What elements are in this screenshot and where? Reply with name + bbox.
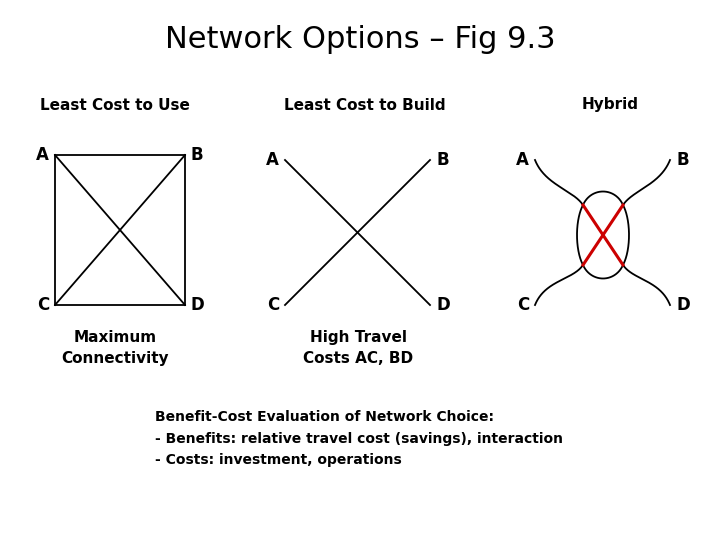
Text: D: D — [676, 296, 690, 314]
Text: C: C — [37, 296, 49, 314]
Text: A: A — [516, 151, 529, 169]
Text: Network Options – Fig 9.3: Network Options – Fig 9.3 — [165, 25, 555, 55]
Text: B: B — [436, 151, 449, 169]
Text: High Travel
Costs AC, BD: High Travel Costs AC, BD — [303, 330, 413, 366]
Text: C: C — [517, 296, 529, 314]
Text: C: C — [266, 296, 279, 314]
Text: Hybrid: Hybrid — [582, 98, 639, 112]
Text: Maximum
Connectivity: Maximum Connectivity — [61, 330, 168, 366]
Text: Least Cost to Use: Least Cost to Use — [40, 98, 190, 112]
Text: B: B — [676, 151, 688, 169]
Text: A: A — [266, 151, 279, 169]
Text: A: A — [36, 146, 49, 164]
Text: B: B — [191, 146, 204, 164]
Text: Benefit-Cost Evaluation of Network Choice:
- Benefits: relative travel cost (sav: Benefit-Cost Evaluation of Network Choic… — [155, 410, 563, 468]
Text: D: D — [436, 296, 450, 314]
Text: D: D — [191, 296, 204, 314]
Text: Least Cost to Build: Least Cost to Build — [284, 98, 446, 112]
